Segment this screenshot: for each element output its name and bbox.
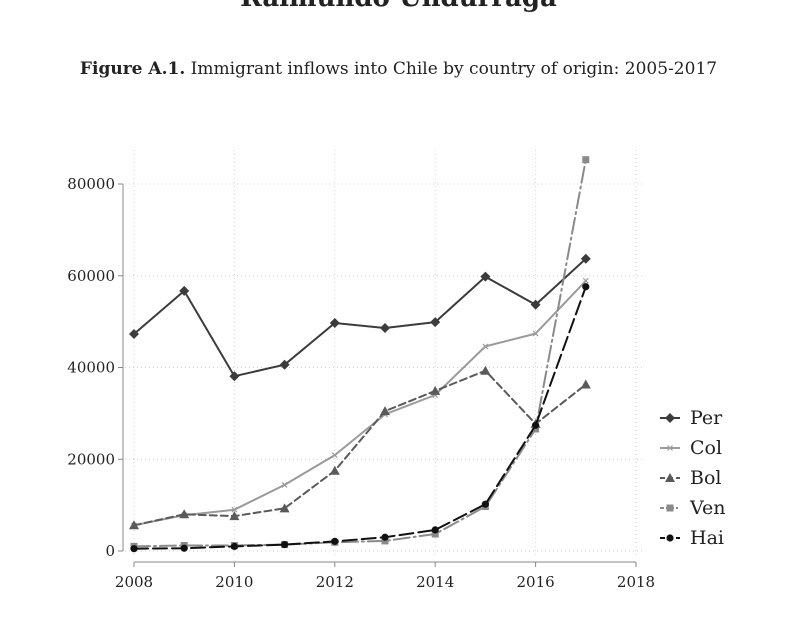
data-point-col — [482, 343, 489, 350]
legend-item-bol: Bol — [660, 467, 721, 489]
legend-marker-col — [667, 445, 673, 451]
data-point-per — [380, 323, 390, 334]
data-point-bol — [430, 385, 441, 395]
marker-stroke — [331, 452, 338, 459]
legend-marker-ven — [666, 504, 674, 512]
data-point-ven — [381, 537, 389, 545]
data-point-per — [129, 329, 139, 340]
legend-label-bol: Bol — [690, 467, 721, 489]
data-point-per — [580, 253, 591, 264]
series-line-hai — [133, 285, 587, 550]
legend-item-hai: Hai — [660, 527, 724, 549]
data-point-col — [582, 277, 589, 284]
x-tick-label: 2012 — [316, 573, 354, 591]
data-point-col — [281, 482, 288, 488]
data-point-per — [480, 271, 491, 282]
series-lines — [129, 156, 591, 553]
marker-stroke — [667, 445, 673, 451]
data-point-per — [329, 318, 340, 329]
figure-label: Figure A.1. — [79, 59, 186, 79]
legend-marker-per — [665, 413, 675, 423]
data-point-hai — [331, 537, 339, 545]
legend-label-hai: Hai — [690, 527, 724, 549]
series-per — [129, 253, 591, 382]
legend-marker-bol — [665, 473, 675, 482]
legend-item-col: Col — [660, 437, 722, 459]
data-point-hai — [431, 526, 439, 534]
data-point-bol — [179, 509, 190, 519]
figure-caption: Figure A.1. Immigrant inflows into Chile… — [0, 59, 797, 79]
axes: 0 20000 40000 60000 80000 2008 2010 2012 2014 201… — [67, 175, 655, 591]
data-point-ven — [532, 425, 540, 433]
x-tick-label: 2016 — [517, 573, 555, 591]
data-point-hai — [180, 544, 188, 552]
data-point-per — [179, 285, 190, 296]
data-point-col — [331, 452, 338, 459]
x-tick-label: 2008 — [115, 573, 153, 591]
figure-caption-text: Immigrant inflows into Chile by country … — [190, 59, 718, 79]
data-point-per — [430, 317, 441, 328]
data-point-hai — [130, 545, 138, 553]
x-tick-label: 2018 — [617, 573, 655, 591]
data-point-bol — [380, 406, 390, 416]
data-point-hai — [481, 500, 489, 508]
legend-item-ven: Ven — [660, 497, 725, 519]
marker-stroke — [281, 482, 288, 488]
data-point-bol — [580, 379, 591, 389]
data-point-per — [279, 359, 290, 370]
y-tick-label: 0 — [105, 542, 115, 560]
marker-stroke — [582, 277, 589, 284]
data-point-bol — [480, 365, 491, 375]
series-line-col — [133, 279, 587, 527]
y-tick-label: 80000 — [67, 175, 115, 193]
y-tick-label: 60000 — [67, 267, 115, 285]
series-col — [131, 277, 589, 529]
legend-item-per: Per — [660, 407, 723, 429]
data-point-hai — [281, 540, 289, 549]
data-point-hai — [381, 533, 389, 541]
y-tick-label: 20000 — [67, 450, 115, 468]
data-point-hai — [532, 421, 540, 429]
data-point-per — [530, 299, 541, 310]
grid-lines — [125, 150, 645, 558]
data-point-per — [229, 371, 240, 382]
data-point-col — [231, 506, 238, 513]
legend-marker-hai — [666, 534, 674, 542]
data-point-hai — [230, 542, 238, 551]
legend-label-ven: Ven — [689, 497, 725, 519]
x-tick-label: 2014 — [416, 573, 454, 591]
series-line-bol — [133, 369, 587, 527]
data-point-bol — [329, 465, 340, 475]
series-ven — [130, 156, 590, 550]
running-head: Raimundo Undurraga — [0, 0, 797, 13]
legend-label-per: Per — [690, 407, 723, 429]
data-point-bol — [229, 511, 240, 521]
data-point-ven — [431, 530, 439, 538]
series-line-per — [133, 257, 587, 378]
data-point-col — [532, 330, 539, 337]
legend: Per Col Bol Ven Hai — [660, 407, 725, 549]
data-point-bol — [129, 520, 139, 530]
data-point-hai — [582, 283, 590, 291]
data-point-ven — [582, 156, 590, 164]
series-hai — [130, 283, 590, 553]
y-tick-label: 40000 — [67, 359, 115, 377]
data-point-bol — [279, 503, 290, 513]
marker-stroke — [532, 330, 539, 337]
x-tick-label: 2010 — [215, 573, 253, 591]
legend-label-col: Col — [690, 437, 722, 459]
marker-stroke — [482, 343, 489, 350]
series-line-ven — [133, 158, 587, 548]
marker-stroke — [231, 506, 238, 513]
